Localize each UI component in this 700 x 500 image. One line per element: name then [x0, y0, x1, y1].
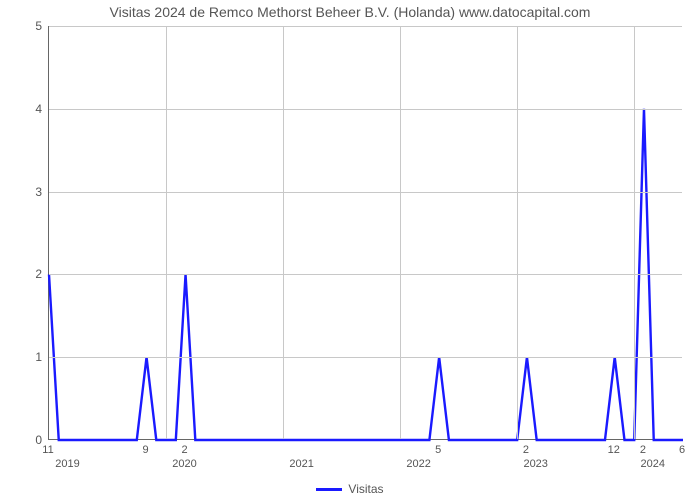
gridline-v [634, 26, 635, 439]
x-year-label: 2024 [640, 458, 664, 470]
legend: Visitas [0, 482, 700, 496]
plot-area [48, 26, 682, 440]
gridline-v [517, 26, 518, 439]
x-spike-label: 11 [42, 444, 53, 456]
gridline-v [166, 26, 167, 439]
x-year-label: 2021 [289, 458, 313, 470]
legend-swatch [316, 488, 342, 491]
x-spike-label: 9 [142, 444, 148, 456]
gridline-h [49, 357, 682, 358]
x-year-label: 2023 [523, 458, 547, 470]
y-tick-label: 1 [12, 350, 42, 364]
gridline-v [283, 26, 284, 439]
x-spike-label: 6 [679, 444, 685, 456]
visits-line-chart: Visitas 2024 de Remco Methorst Beheer B.… [0, 0, 700, 500]
gridline-v [400, 26, 401, 439]
gridline-h [49, 109, 682, 110]
gridline-h [49, 192, 682, 193]
legend-label: Visitas [348, 482, 383, 496]
x-spike-label: 12 [608, 444, 620, 456]
gridline-h [49, 274, 682, 275]
x-spike-label: 2 [640, 444, 646, 456]
x-spike-label: 5 [435, 444, 441, 456]
y-tick-label: 3 [12, 185, 42, 199]
x-year-label: 2019 [55, 458, 79, 470]
x-spike-label: 2 [181, 444, 187, 456]
x-spike-label: 2 [523, 444, 529, 456]
gridline-h [49, 26, 682, 27]
x-year-label: 2022 [406, 458, 430, 470]
y-tick-label: 2 [12, 267, 42, 281]
chart-title: Visitas 2024 de Remco Methorst Beheer B.… [0, 4, 700, 20]
y-tick-label: 4 [12, 102, 42, 116]
x-year-label: 2020 [172, 458, 196, 470]
line-svg [49, 26, 683, 440]
y-tick-label: 0 [12, 433, 42, 447]
y-tick-label: 5 [12, 19, 42, 33]
